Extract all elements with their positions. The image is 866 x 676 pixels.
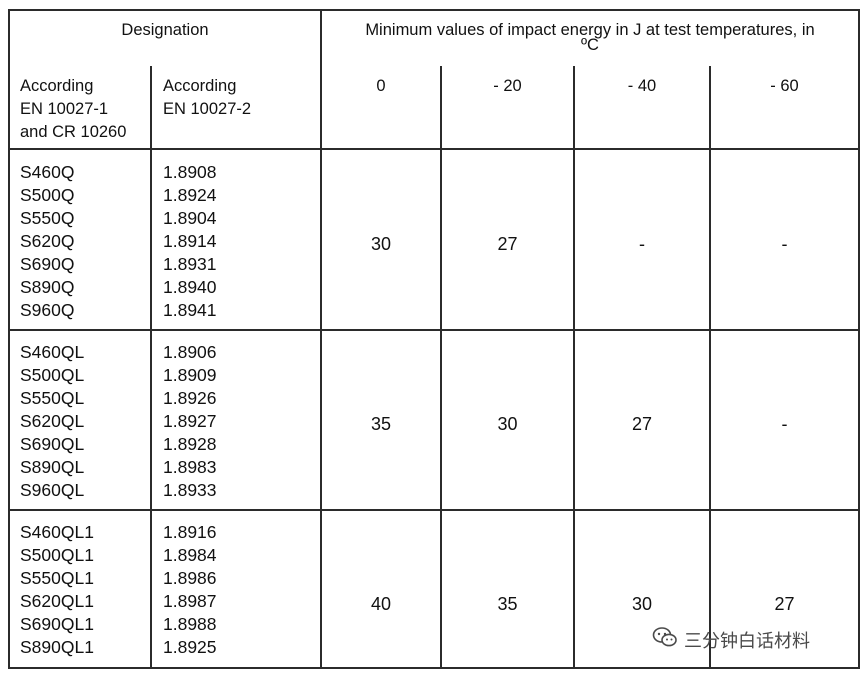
table-cell: S620QL1	[20, 591, 94, 611]
group2-numbers: 1.8906 1.8909 1.8926 1.8927 1.8928 1.898…	[163, 341, 217, 502]
table-cell: S960Q	[20, 300, 75, 320]
col1-line-3: and CR 10260	[20, 123, 127, 141]
table-cell: S500QL1	[20, 545, 94, 565]
table-cell: S550QL	[20, 388, 85, 408]
table-cell: S620Q	[20, 231, 75, 251]
watermark-text: 三分钟白话材料	[684, 630, 810, 652]
group3-numbers: 1.8916 1.8984 1.8986 1.8987 1.8988 1.892…	[163, 521, 217, 659]
temp-header-20: - 20	[493, 77, 522, 95]
col-en10027-1-header: According EN 10027-1 and CR 10260	[20, 75, 126, 144]
table-cell: 1.8931	[163, 254, 217, 274]
col2-line-1: According	[163, 77, 237, 95]
group1-value-60: -	[781, 234, 788, 254]
group1-value-20: 27	[497, 234, 518, 254]
group1-value-0: 30	[370, 234, 392, 254]
table-cell: S890QL	[20, 457, 85, 477]
table-cell: S960QL	[20, 480, 85, 500]
table-cell: 1.8988	[163, 614, 217, 634]
table-cell: S550QL1	[20, 568, 94, 588]
group2-value-0: 35	[370, 414, 392, 434]
col-divider-t2	[573, 66, 575, 669]
temp-header-0: 0	[376, 77, 386, 95]
wechat-icon	[652, 626, 684, 653]
group2-value-20: 30	[497, 414, 518, 434]
table-cell: S890Q	[20, 277, 75, 297]
designation-header: Designation	[121, 21, 209, 39]
table-cell: 1.8908	[163, 162, 217, 182]
header-divider	[8, 148, 860, 150]
group1-value-40: -	[639, 234, 645, 254]
table-cell: 1.8914	[163, 231, 217, 251]
col-divider-t1	[440, 66, 442, 669]
group1-grades: S460Q S500Q S550Q S620Q S690Q S890Q S960…	[20, 161, 74, 322]
col-en10027-2-header: According EN 10027-2	[163, 75, 251, 121]
table-cell: 1.8941	[163, 300, 217, 320]
table-cell: S500Q	[20, 185, 75, 205]
impact-energy-header-text: Minimum values of impact energy in J at …	[365, 21, 815, 39]
group-divider-2	[8, 509, 860, 511]
col1-line-1: According	[20, 77, 94, 95]
table-cell: 1.8909	[163, 365, 217, 385]
col-divider-t3	[709, 66, 711, 669]
table-cell: 1.8906	[163, 342, 217, 362]
unit-label: ºC	[581, 36, 599, 54]
group3-grades: S460QL1 S500QL1 S550QL1 S620QL1 S690QL1 …	[20, 521, 94, 659]
table-cell: S620QL	[20, 411, 85, 431]
table-cell: S500QL	[20, 365, 85, 385]
temp-header-60: - 60	[770, 77, 799, 95]
group3-value-40: 30	[631, 594, 653, 614]
table-cell: 1.8933	[163, 480, 217, 500]
table-cell: 1.8928	[163, 434, 217, 454]
col1-line-2: EN 10027-1	[20, 100, 109, 118]
table-cell: S460QL	[20, 342, 85, 362]
group2-value-60: -	[781, 414, 788, 434]
table-cell: S460Q	[20, 162, 75, 182]
table-cell: 1.8987	[163, 591, 217, 611]
col-divider-designation	[150, 66, 152, 669]
table-cell: 1.8986	[163, 568, 217, 588]
group1-numbers: 1.8908 1.8924 1.8904 1.8914 1.8931 1.894…	[163, 161, 217, 322]
watermark: 三分钟白话材料	[652, 626, 810, 653]
temp-header-40: - 40	[627, 77, 657, 95]
group3-value-0: 40	[370, 594, 392, 614]
table-cell: 1.8940	[163, 277, 217, 297]
table-cell: S690QL1	[20, 614, 94, 634]
table-cell: 1.8916	[163, 522, 217, 542]
col2-line-2: EN 10027-2	[163, 100, 252, 118]
table-cell: 1.8925	[163, 637, 217, 657]
table-cell: 1.8984	[163, 545, 217, 565]
table-cell: 1.8927	[163, 411, 217, 431]
group2-grades: S460QL S500QL S550QL S620QL S690QL S890Q…	[20, 341, 84, 502]
col-divider-main	[320, 9, 322, 669]
table-cell: S890QL1	[20, 637, 94, 657]
table-cell: S550Q	[20, 208, 75, 228]
table-cell: 1.8983	[163, 457, 217, 477]
group3-value-60: 27	[774, 594, 795, 614]
impact-energy-header: Minimum values of impact energy in J at …	[322, 20, 858, 54]
table-cell: S690QL	[20, 434, 85, 454]
table-cell: 1.8904	[163, 208, 217, 228]
group-divider-1	[8, 329, 860, 331]
table-cell: 1.8926	[163, 388, 217, 408]
table-cell: S460QL1	[20, 522, 94, 542]
table-cell: 1.8924	[163, 185, 217, 205]
table-frame	[8, 9, 860, 669]
group2-value-40: 27	[631, 414, 653, 434]
table-cell: S690Q	[20, 254, 75, 274]
group3-value-20: 35	[497, 594, 518, 614]
